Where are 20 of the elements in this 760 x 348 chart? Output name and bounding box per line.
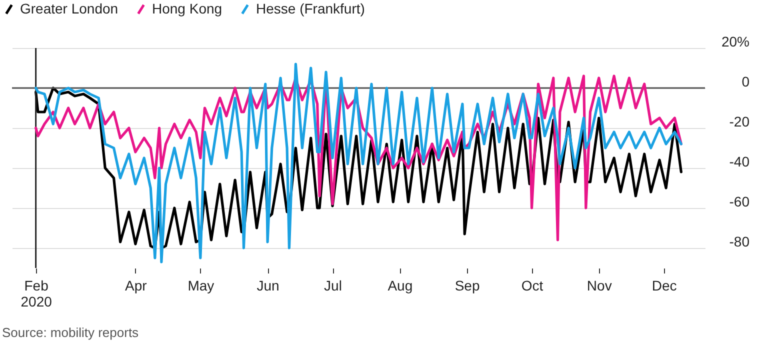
legend-label: Hesse (Frankfurt) <box>256 0 365 16</box>
x-tick-label: May <box>188 278 214 294</box>
x-tick-label: Aug <box>388 278 413 294</box>
x-tick-label: Nov <box>586 278 612 294</box>
y-tick-label: 0 <box>742 74 750 90</box>
legend-label: Hong Kong <box>152 0 222 16</box>
x-tick-label: Feb 2020 <box>20 278 52 310</box>
y-tick-label: -40 <box>729 154 750 170</box>
y-tick-label: -60 <box>729 194 750 210</box>
x-tick-label: Sep <box>454 278 480 294</box>
source-note: Source: mobility reports <box>2 325 140 340</box>
legend-label: Greater London <box>20 0 118 16</box>
x-tick-label: Apr <box>125 278 148 294</box>
x-tick-label: Jun <box>256 278 280 294</box>
y-tick-label: -80 <box>729 234 750 250</box>
x-tick-label: Jul <box>324 278 342 294</box>
y-tick-label: -20 <box>729 114 750 130</box>
x-tick-label: Dec <box>652 278 677 294</box>
y-tick-label: 20% <box>721 34 750 50</box>
x-tick-label: Oct <box>521 278 544 294</box>
